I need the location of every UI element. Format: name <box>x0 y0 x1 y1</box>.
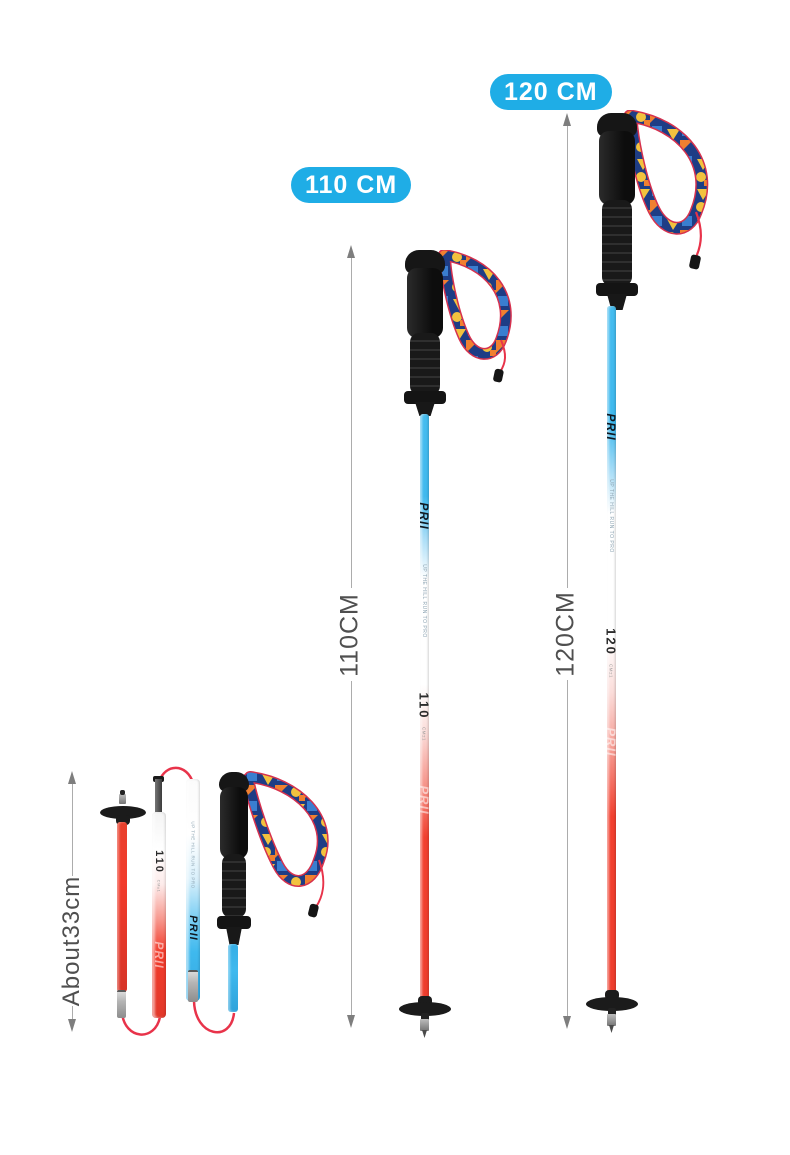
pole-shaft <box>420 414 429 1002</box>
size-badge-110cm: 110 CM <box>291 167 412 203</box>
cord-toggle <box>308 903 319 918</box>
dimension-line <box>351 681 352 1015</box>
tolerance-print: CM±1 <box>421 727 427 741</box>
pole-segment-shaft <box>152 812 166 1018</box>
dimension-line <box>72 1006 73 1020</box>
grip-lower <box>602 200 632 286</box>
carbide-tip <box>119 794 126 804</box>
arrow-up-icon <box>347 245 355 258</box>
arrow-up-icon <box>68 771 76 784</box>
basket-stem <box>608 1008 616 1016</box>
cord-toggle <box>689 254 701 270</box>
basket-cone <box>605 990 619 1000</box>
arrow-up-icon <box>563 113 571 126</box>
grip-upper <box>407 268 443 338</box>
brand-logo-ghost-print: PRII <box>152 941 166 969</box>
length-print-120: 120 <box>603 628 619 656</box>
brand-logo-print: PRII <box>187 915 199 941</box>
grip-flange <box>404 391 446 404</box>
basket-cone <box>418 996 432 1006</box>
mud-basket <box>586 997 638 1011</box>
dimension-line <box>351 258 352 588</box>
pole-segment-shaft <box>117 822 127 992</box>
tolerance-print: CM±1 <box>608 664 614 678</box>
grip-neck <box>415 402 435 416</box>
ferrule <box>117 990 126 1018</box>
grip-flange <box>596 283 638 296</box>
arrow-down-icon <box>347 1015 355 1028</box>
tension-cord <box>192 1000 236 1034</box>
wrist-strap <box>438 250 512 383</box>
folded-pole-cords-and-strap <box>120 766 329 1036</box>
arrow-down-icon <box>563 1016 571 1029</box>
pole-segment-shaft <box>228 944 238 1012</box>
dimension-line <box>567 126 568 588</box>
arrow-down-icon <box>68 1019 76 1032</box>
basket-stem <box>421 1013 429 1021</box>
grip-upper <box>599 131 635 205</box>
dimension-label-120cm: 120CM <box>551 591 580 677</box>
dimension-label-about33cm: About33cm <box>58 875 85 1007</box>
strap-cord <box>315 859 325 908</box>
brand-logo-ghost-print: PRII <box>603 727 619 757</box>
tip-point <box>120 790 125 795</box>
brand-logo-print: PRII <box>604 413 618 441</box>
tagline-print: UP THE HILL RUN TO PRO <box>421 564 427 638</box>
tagline-print: UP THE HILL RUN TO PRO <box>190 821 196 889</box>
pole-shaft <box>607 306 616 996</box>
size-badge-120cm: 120 CM <box>490 74 612 110</box>
wrist-strap <box>623 110 709 270</box>
grip-upper <box>220 787 248 859</box>
dimension-line <box>567 680 568 1016</box>
cord-toggle <box>493 368 504 383</box>
basket-cone <box>116 815 130 825</box>
ferrule <box>188 970 198 1002</box>
tolerance-print: CM±1 <box>156 879 162 893</box>
grip-lower <box>410 333 440 395</box>
brand-logo-print: PRII <box>417 502 431 530</box>
tension-cord <box>120 1012 162 1036</box>
tip-point <box>422 1030 427 1038</box>
length-print-110: 110 <box>153 850 165 874</box>
carbide-tip <box>420 1019 429 1031</box>
grip-lower <box>222 854 246 918</box>
mud-basket <box>399 1002 451 1016</box>
brand-logo-ghost-print: PRII <box>416 785 432 815</box>
dimension-label-110cm: 110CM <box>335 593 364 677</box>
grip-neck <box>226 927 242 945</box>
pole-segment-shaft <box>186 779 200 1001</box>
grip-flange <box>217 916 251 929</box>
carbide-tip <box>607 1014 616 1026</box>
dimension-line <box>72 784 73 876</box>
tagline-print: UP THE HILL RUN TO PRO <box>608 479 614 553</box>
tip-point <box>609 1025 614 1033</box>
connector-pin <box>155 779 162 817</box>
mud-basket <box>100 806 146 819</box>
strap-cord <box>694 211 702 258</box>
length-print-110: 110 <box>416 692 432 720</box>
